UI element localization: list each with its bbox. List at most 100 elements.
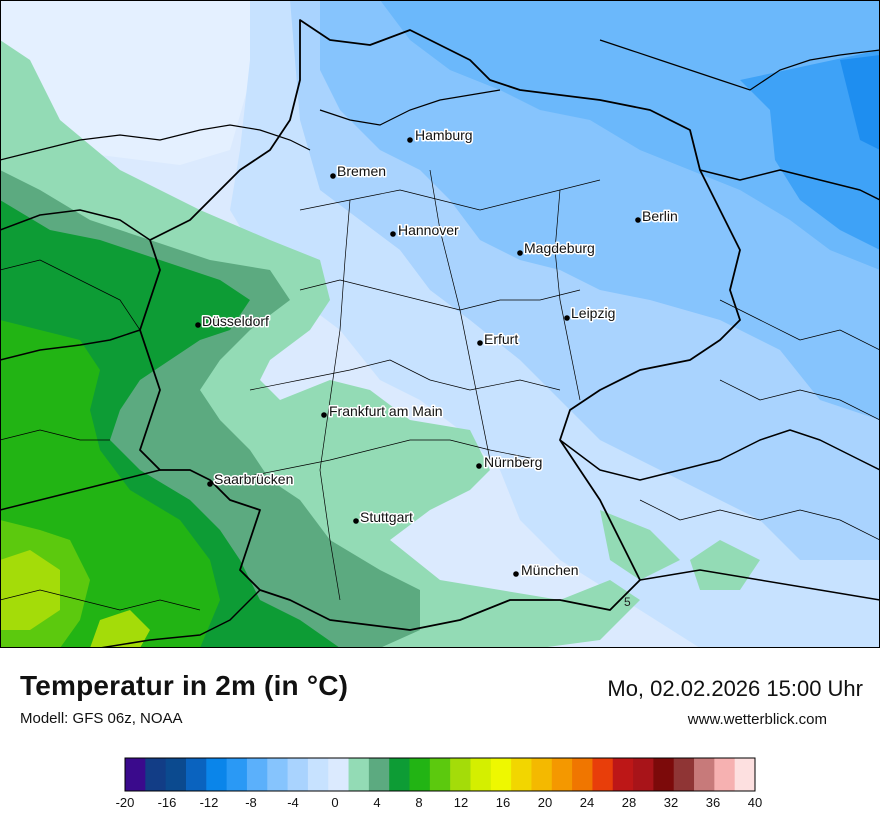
temp-field-blue-4 — [380, 0, 880, 270]
city-dot — [321, 412, 327, 418]
city-dot — [207, 481, 213, 487]
country-border-czech — [559, 429, 880, 481]
legend-tick-label: 36 — [706, 795, 720, 810]
legend-swatch — [246, 758, 268, 791]
legend-tick-label: -12 — [200, 795, 219, 810]
legend-tick-label: -8 — [245, 795, 257, 810]
country-border-france — [0, 469, 161, 511]
legend-tick-label: 40 — [748, 795, 762, 810]
legend-swatch — [612, 758, 634, 791]
legend-swatch — [592, 758, 614, 791]
legend-swatch — [389, 758, 411, 791]
city-label-leipzig: Leipzig — [571, 305, 615, 321]
city-label-bremen: Bremen — [337, 163, 386, 179]
legend-swatch — [470, 758, 492, 791]
map-title: Temperatur in 2m (in °C) — [20, 670, 349, 701]
legend-tick-label: 16 — [496, 795, 510, 810]
city-label-frankfurt: Frankfurt am Main — [329, 403, 443, 419]
country-border-netherlands — [0, 209, 151, 241]
city-dot — [477, 340, 483, 346]
city-dot — [564, 315, 570, 321]
city-dot — [476, 463, 482, 469]
legend-swatch — [226, 758, 248, 791]
legend-swatch — [165, 758, 187, 791]
city-dot — [195, 322, 201, 328]
coastline — [0, 39, 880, 161]
city-dot — [330, 173, 336, 179]
legend-swatch — [348, 758, 370, 791]
legend-swatch — [572, 758, 593, 791]
legend-swatch — [653, 758, 675, 791]
legend-swatch — [673, 758, 695, 791]
city-label-muenchen: München — [521, 562, 579, 578]
country-border-poland — [699, 169, 880, 201]
city-label-stuttgart: Stuttgart — [360, 509, 413, 525]
footer: Temperatur in 2m (in °C) Modell: GFS 06z… — [0, 648, 880, 830]
legend-tick-label: 12 — [454, 795, 468, 810]
city-dot — [513, 571, 519, 577]
borders — [0, 19, 880, 648]
legend-tick-label: 0 — [331, 795, 338, 810]
legend-tick-label: 8 — [415, 795, 422, 810]
state-borders — [0, 169, 880, 611]
country-border-austria — [639, 569, 880, 601]
legend-swatch — [206, 758, 228, 791]
city-dot — [517, 250, 523, 256]
city-markers: Hamburg Bremen Berlin Hannover Magdeburg… — [195, 126, 679, 580]
legend-swatch — [145, 758, 167, 791]
city-label-duesseldorf: Düsseldorf — [202, 313, 269, 329]
legend-swatch — [490, 758, 512, 791]
temp-field-blue-6 — [840, 55, 880, 150]
legend-swatch — [450, 758, 471, 791]
city-dot — [407, 137, 413, 143]
city-dot — [635, 217, 641, 223]
temp-field-yellowgreen — [0, 550, 150, 648]
city-label-magdeburg: Magdeburg — [524, 240, 595, 256]
legend-tick-label: 24 — [580, 795, 594, 810]
temp-field-green-2 — [600, 510, 680, 580]
legend-swatch — [429, 758, 451, 791]
country-border-switzerland — [99, 589, 261, 648]
forecast-datetime: Mo, 02.02.2026 15:00 Uhr — [607, 676, 863, 701]
city-label-hamburg: Hamburg — [415, 127, 473, 143]
website-link[interactable]: www.wetterblick.com — [687, 711, 827, 728]
legend-swatch — [368, 758, 390, 791]
legend-swatch — [328, 758, 350, 791]
color-legend: -20 -16 -12 -8 -4 0 4 8 12 16 20 24 28 32 36 40 — [116, 757, 762, 810]
legend-swatch — [409, 758, 431, 791]
city-dot — [390, 231, 396, 237]
legend-swatch — [734, 758, 756, 791]
city-label-saarbruecken: Saarbrücken — [214, 471, 293, 487]
legend-tick-label: 4 — [373, 795, 380, 810]
city-label-berlin: Berlin — [642, 208, 678, 224]
legend-swatch — [125, 758, 146, 791]
legend-tick-label: -20 — [116, 795, 135, 810]
city-label-erfurt: Erfurt — [484, 331, 518, 347]
city-label-nuernberg: Nürnberg — [484, 454, 542, 470]
legend-tick-label: -16 — [158, 795, 177, 810]
legend-tick-label: 28 — [622, 795, 636, 810]
country-border-germany — [139, 19, 741, 631]
temp-field-blue-5 — [740, 50, 880, 250]
model-info: Modell: GFS 06z, NOAA — [20, 710, 183, 727]
contour-label: 5 — [624, 595, 631, 609]
legend-swatch — [714, 758, 736, 791]
legend-border — [124, 757, 756, 792]
city-dot — [353, 518, 359, 524]
legend-swatch — [307, 758, 329, 791]
legend-tick-label: 32 — [664, 795, 678, 810]
temperature-map: Hamburg Bremen Berlin Hannover Magdeburg… — [0, 0, 880, 648]
legend-swatch — [551, 758, 573, 791]
legend-swatch — [531, 758, 553, 791]
legend-swatch — [287, 758, 309, 791]
temp-field-palest — [0, 0, 260, 165]
legend-swatch — [267, 758, 289, 791]
legend-tick-label: 20 — [538, 795, 552, 810]
legend-swatch — [185, 758, 207, 791]
city-label-hannover: Hannover — [398, 222, 459, 238]
legend-swatch — [511, 758, 532, 791]
legend-swatch — [633, 758, 654, 791]
country-border-belgium — [0, 329, 141, 361]
legend-tick-label: -4 — [287, 795, 299, 810]
legend-swatch — [694, 758, 715, 791]
